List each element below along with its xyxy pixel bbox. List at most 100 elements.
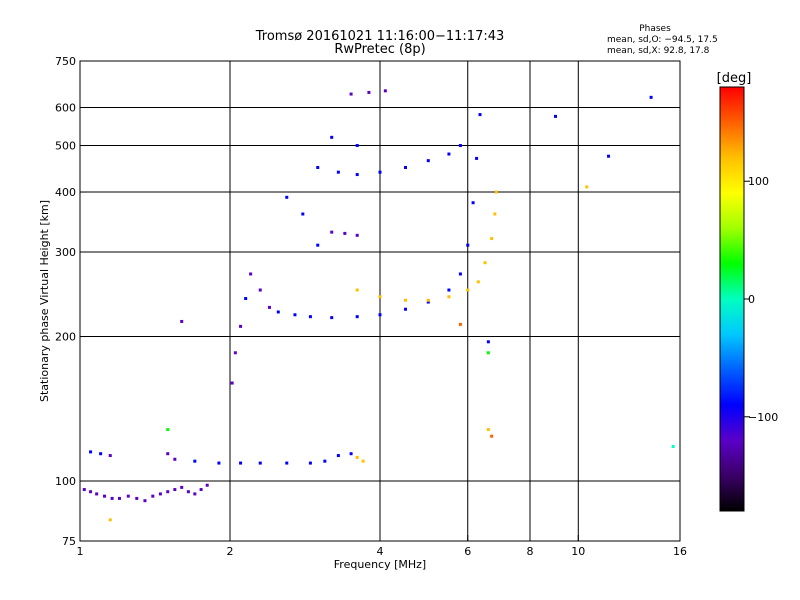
data-point [330,135,334,139]
data-point [447,288,451,292]
chart-subtitle: RwPretec (8p) [334,42,425,57]
data-point [355,173,359,177]
x-tick-label: 1 [77,545,84,558]
data-point [285,195,289,199]
data-point [103,494,107,498]
y-tick-label: 600 [55,102,76,115]
data-point [316,243,320,247]
data-point [403,298,407,302]
data-point [233,351,237,355]
data-point [217,461,221,465]
data-point [82,488,86,492]
data-point [466,243,470,247]
gridlines [80,61,680,541]
data-point [494,190,498,194]
data-point [355,144,359,148]
data-point [355,455,359,459]
data-point [483,261,487,265]
data-point [475,156,479,160]
data-point [239,461,243,465]
data-point [378,295,382,299]
y-tick-label: 750 [55,55,76,68]
data-point [458,322,462,326]
data-point [166,490,170,494]
x-axis-ticks: 1 2 4 6 8 10 16 [77,535,687,558]
data-point [230,381,234,385]
data-point [308,315,312,319]
data-point [585,185,589,189]
data-point [285,461,289,465]
data-point [301,212,305,216]
data-point [607,154,611,158]
data-point [361,459,365,463]
data-point [447,295,451,299]
data-point [458,272,462,276]
data-point [166,428,170,432]
data-point [199,488,203,492]
colorbar [719,86,745,512]
data-point [244,297,248,301]
data-point [239,324,243,328]
x-tick-label: 16 [673,545,687,558]
colorbar-ticks: −100 0 100 [744,175,778,424]
x-tick-label: 2 [227,545,234,558]
y-tick-label: 200 [55,331,76,344]
data-point [493,212,497,216]
data-point [471,201,475,205]
colorbar-tick-label: −100 [748,411,778,424]
data-point [117,496,121,500]
data-point [126,494,130,498]
data-point [135,496,139,500]
data-point [426,298,430,302]
x-tick-label: 8 [527,545,534,558]
data-point [180,319,184,323]
data-point [671,445,675,449]
data-point [403,307,407,311]
phase-stats-x: mean, sd,X: 92.8, 17.8 [607,46,710,56]
data-point [447,152,451,156]
data-point [186,490,190,494]
data-point [330,316,334,320]
data-point [308,461,312,465]
data-point [205,483,209,487]
chart-title: Tromsø 20161021 11:16:00−11:17:43 [255,29,505,44]
phase-stats-o: mean, sd,O: −94.5, 17.5 [607,35,718,45]
data-point [110,496,114,500]
data-point [193,459,197,463]
data-point [323,459,327,463]
data-point [336,454,340,458]
colorbar-label: [deg] [717,71,752,86]
y-tick-label: 400 [55,186,76,199]
data-point [293,313,297,317]
data-point [378,313,382,317]
x-axis-label: Frequency [MHz] [334,558,426,571]
data-point [99,452,103,456]
data-point [349,92,353,96]
data-point [355,315,359,319]
data-point [180,485,184,489]
data-point [490,434,494,438]
x-tick-label: 10 [571,545,585,558]
data-point [258,461,262,465]
data-point [649,95,653,99]
data-point [486,428,490,432]
data-point [173,488,177,492]
x-tick-label: 4 [377,545,384,558]
data-point [89,490,93,494]
y-axis-ticks: 75 100 200 300 400 500 600 750 [55,55,86,548]
data-point [486,340,490,344]
data-point [173,457,177,461]
data-point [343,231,347,235]
data-point [249,272,253,276]
y-tick-label: 500 [55,140,76,153]
data-point [193,492,197,496]
data-point [143,499,147,503]
data-point [258,288,262,292]
data-point [355,233,359,237]
data-point [158,492,162,496]
phase-stats-heading: Phases [639,24,671,34]
y-tick-label: 100 [55,475,76,488]
data-point [267,305,271,309]
data-point [490,237,494,241]
